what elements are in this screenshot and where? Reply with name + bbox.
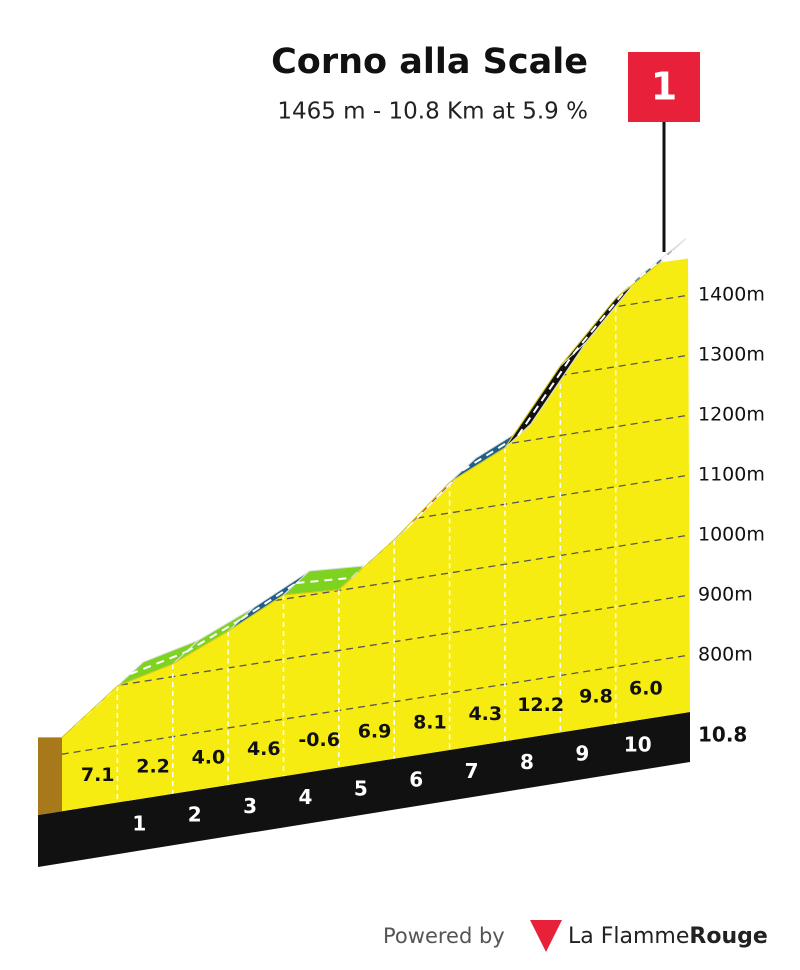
road-centerline xyxy=(462,434,519,472)
y-tick-label: 1400m xyxy=(698,283,765,305)
x-tick-label: 6 xyxy=(409,768,423,792)
y-tick-label: 900m xyxy=(698,583,753,605)
elevation-line xyxy=(61,262,661,738)
x-tick-label: 2 xyxy=(188,803,202,827)
x-tick-label: 10 xyxy=(624,733,652,757)
gradient-label: 4.0 xyxy=(192,747,226,769)
x-tick-label: 4 xyxy=(299,785,313,809)
chart-subtitle: 1465 m - 10.8 Km at 5.9 % xyxy=(277,99,588,125)
x-tick-label: 10.8 xyxy=(698,722,747,746)
flag-label: 1 xyxy=(651,65,677,109)
gradient-label: 9.8 xyxy=(579,685,613,707)
brand: La FlammeRouge xyxy=(568,924,768,949)
grid-line xyxy=(62,594,690,699)
gradient-label: 4.6 xyxy=(247,738,281,760)
gradient-label: 6.0 xyxy=(629,677,663,699)
gradient-label: 7.1 xyxy=(81,764,115,786)
y-tick-label: 1300m xyxy=(698,343,765,365)
gradient-label: 2.2 xyxy=(136,755,170,777)
profile-face xyxy=(62,258,690,812)
plot: 800m 900m 1000m 1100m 1200m 1300m 1400m 7.1 2.2 4… xyxy=(38,238,765,867)
x-tick-label: 8 xyxy=(520,750,534,774)
road-centerline xyxy=(130,651,187,675)
y-tick-label: 800m xyxy=(698,643,753,665)
road-centerline xyxy=(185,618,242,653)
x-tick-label: 9 xyxy=(575,741,589,765)
flag xyxy=(628,52,700,122)
gradient-label: 4.3 xyxy=(468,703,502,725)
road-centerline xyxy=(240,582,298,621)
road-centerline xyxy=(628,249,674,288)
gradient-label: 12.2 xyxy=(517,694,564,716)
y-tick-label: 1200m xyxy=(698,403,765,425)
x-tick-label: 1 xyxy=(132,811,146,835)
logo xyxy=(530,920,562,952)
y-tick-label: 1000m xyxy=(698,523,765,545)
x-tick-label: 5 xyxy=(354,776,368,800)
y-tick-label: 1100m xyxy=(698,463,765,485)
road-centerline xyxy=(572,285,630,355)
side-face xyxy=(38,737,62,815)
grid-line xyxy=(62,654,690,759)
road-centerline xyxy=(296,576,352,585)
x-tick-label: 3 xyxy=(243,794,257,818)
ground-band xyxy=(38,711,690,867)
gradient-label: 6.9 xyxy=(358,720,392,742)
brand-b: Rouge xyxy=(689,924,767,949)
road-centerline xyxy=(517,353,575,437)
brand-a: La Flamme xyxy=(568,924,689,949)
chart-title: Corno alla Scale xyxy=(271,42,588,82)
powered-by: Powered by xyxy=(383,924,505,948)
x-tick-label: 7 xyxy=(465,759,479,783)
gradient-label: 8.1 xyxy=(413,712,447,734)
gradient-label: -0.6 xyxy=(298,729,340,751)
